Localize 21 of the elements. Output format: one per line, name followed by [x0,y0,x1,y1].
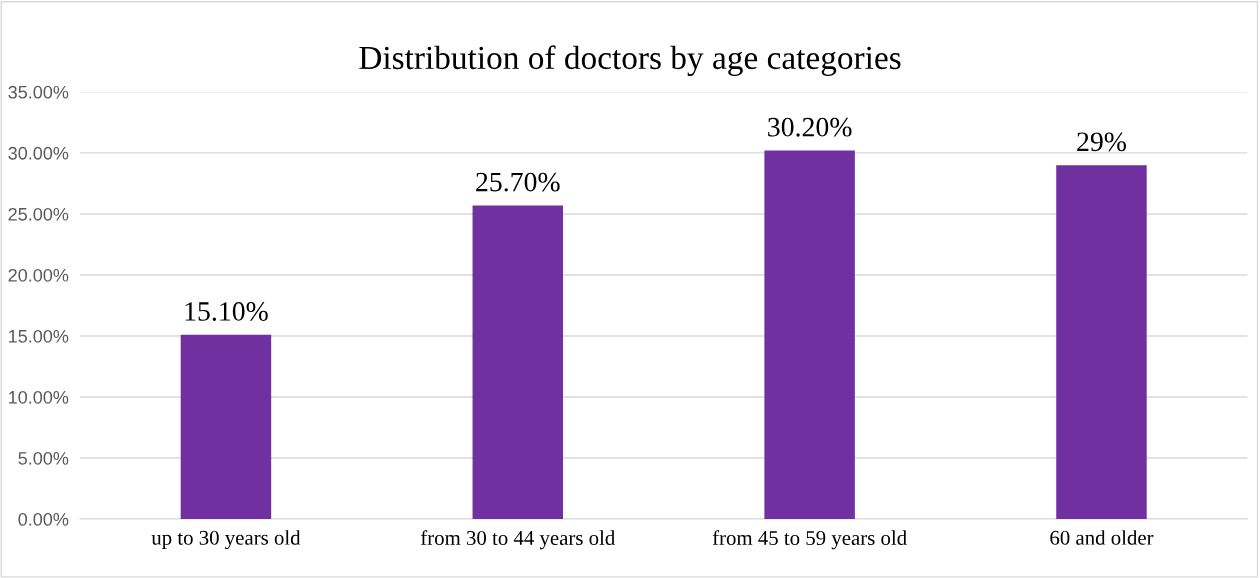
bar [180,334,272,520]
y-tick-label: 25.00% [8,207,69,221]
data-label: 25.70% [476,172,560,192]
x-tick-label: 60 and older [1050,530,1154,545]
y-tick-label: 15.00% [9,329,69,343]
y-tick-label: 0.00% [18,512,69,526]
data-label: 30.20% [768,117,852,137]
x-tick-label: up to 30 years old [151,530,301,550]
x-tick-label: from 45 to 59 years old [712,530,907,550]
bar [764,150,855,520]
y-tick-label: 30.00% [8,146,69,160]
chart-title: Distribution of doctors by age categories [359,45,901,77]
y-tick-label: 20.00% [8,268,69,282]
y-tick-label: 35.00% [8,85,69,99]
y-tick-label: 5.00% [18,451,69,465]
data-label: 29% [1077,132,1126,152]
bar [472,205,564,520]
x-tick-label: from 30 to 44 years old [420,530,616,550]
bar [1056,165,1147,520]
data-label: 15.10% [185,302,268,321]
y-tick-label: 10.00% [9,390,69,404]
